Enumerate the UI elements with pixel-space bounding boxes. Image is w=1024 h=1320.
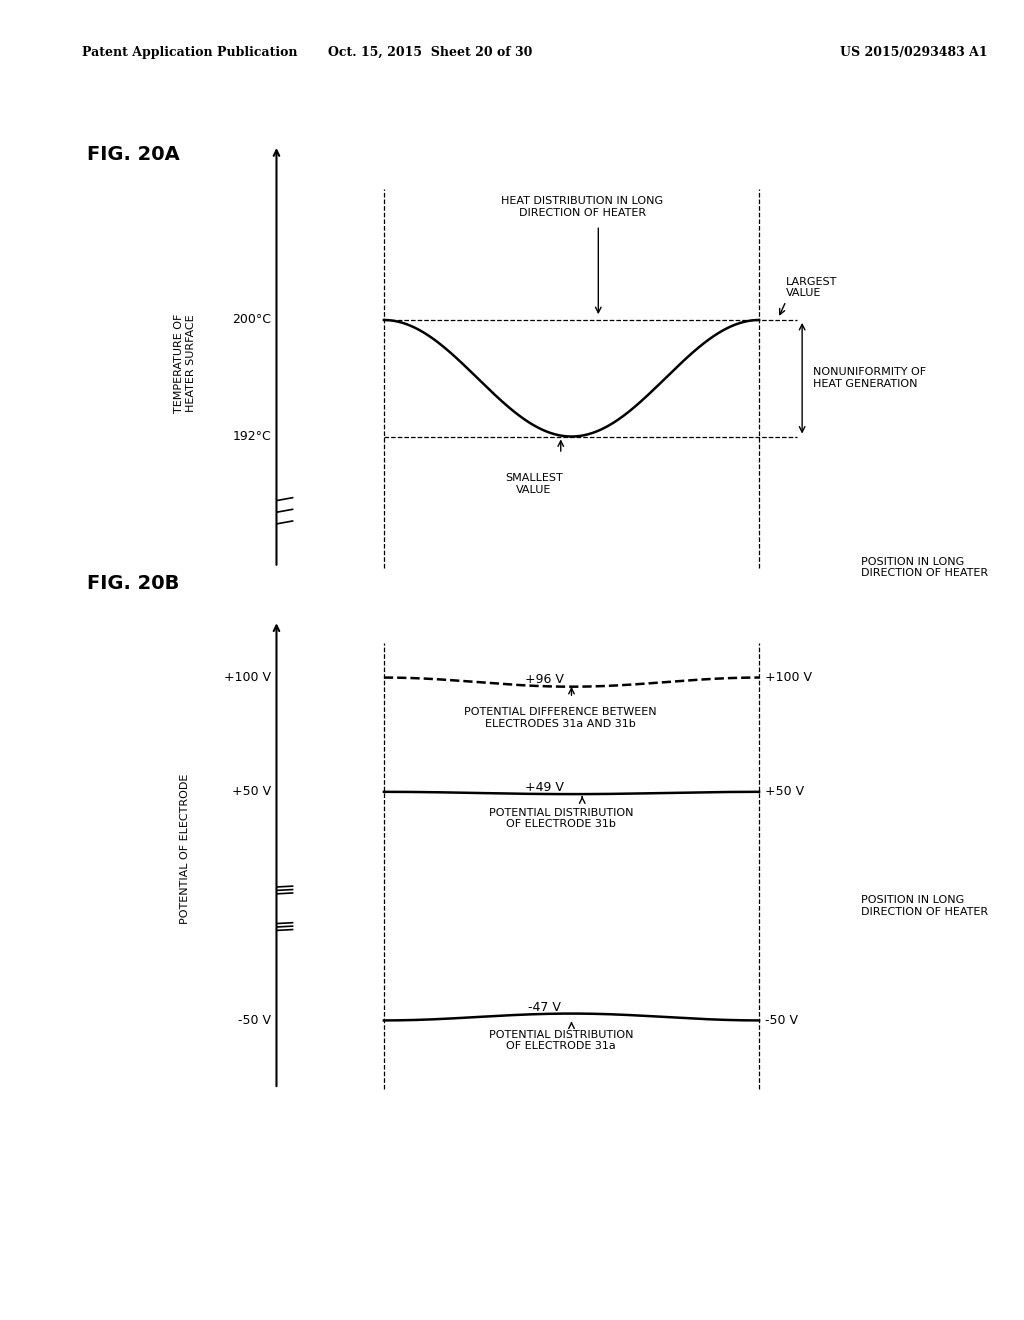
Text: +49 V: +49 V (525, 781, 564, 795)
Text: -47 V: -47 V (528, 1001, 561, 1014)
Text: Oct. 15, 2015  Sheet 20 of 30: Oct. 15, 2015 Sheet 20 of 30 (328, 46, 532, 59)
Text: +96 V: +96 V (525, 673, 564, 685)
Text: POSITION IN LONG
DIRECTION OF HEATER: POSITION IN LONG DIRECTION OF HEATER (861, 895, 988, 917)
Text: US 2015/0293483 A1: US 2015/0293483 A1 (840, 46, 987, 59)
Text: POTENTIAL OF ELECTRODE: POTENTIAL OF ELECTRODE (180, 774, 190, 924)
Text: HEAT GENERATING RESISTOR
FORMATION AREA: HEAT GENERATING RESISTOR FORMATION AREA (489, 626, 653, 648)
Text: -50 V: -50 V (239, 1014, 271, 1027)
Text: +100 V: +100 V (224, 671, 271, 684)
Text: +50 V: +50 V (232, 785, 271, 799)
Text: POTENTIAL DIFFERENCE BETWEEN
ELECTRODES 31a AND 31b: POTENTIAL DIFFERENCE BETWEEN ELECTRODES … (465, 708, 657, 729)
Text: SMALLEST
VALUE: SMALLEST VALUE (505, 473, 563, 495)
Text: +50 V: +50 V (765, 785, 804, 799)
Text: HEAT DISTRIBUTION IN LONG
DIRECTION OF HEATER: HEAT DISTRIBUTION IN LONG DIRECTION OF H… (501, 197, 664, 218)
Text: +100 V: +100 V (765, 671, 812, 684)
Text: Patent Application Publication: Patent Application Publication (82, 46, 297, 59)
Text: POTENTIAL DISTRIBUTION
OF ELECTRODE 31b: POTENTIAL DISTRIBUTION OF ELECTRODE 31b (488, 808, 633, 829)
Text: 192°C: 192°C (232, 430, 271, 444)
Text: TEMPERATURE OF
HEATER SURFACE: TEMPERATURE OF HEATER SURFACE (174, 314, 196, 413)
Text: -50 V: -50 V (765, 1014, 798, 1027)
Text: 200°C: 200°C (232, 313, 271, 326)
Text: FIG. 20A: FIG. 20A (87, 145, 180, 164)
Text: NONUNIFORMITY OF
HEAT GENERATION: NONUNIFORMITY OF HEAT GENERATION (813, 367, 926, 389)
Text: POSITION IN LONG
DIRECTION OF HEATER: POSITION IN LONG DIRECTION OF HEATER (861, 557, 988, 578)
Text: POTENTIAL DISTRIBUTION
OF ELECTRODE 31a: POTENTIAL DISTRIBUTION OF ELECTRODE 31a (488, 1030, 633, 1051)
Text: LARGEST
VALUE: LARGEST VALUE (786, 276, 838, 298)
Text: FIG. 20B: FIG. 20B (87, 574, 179, 593)
